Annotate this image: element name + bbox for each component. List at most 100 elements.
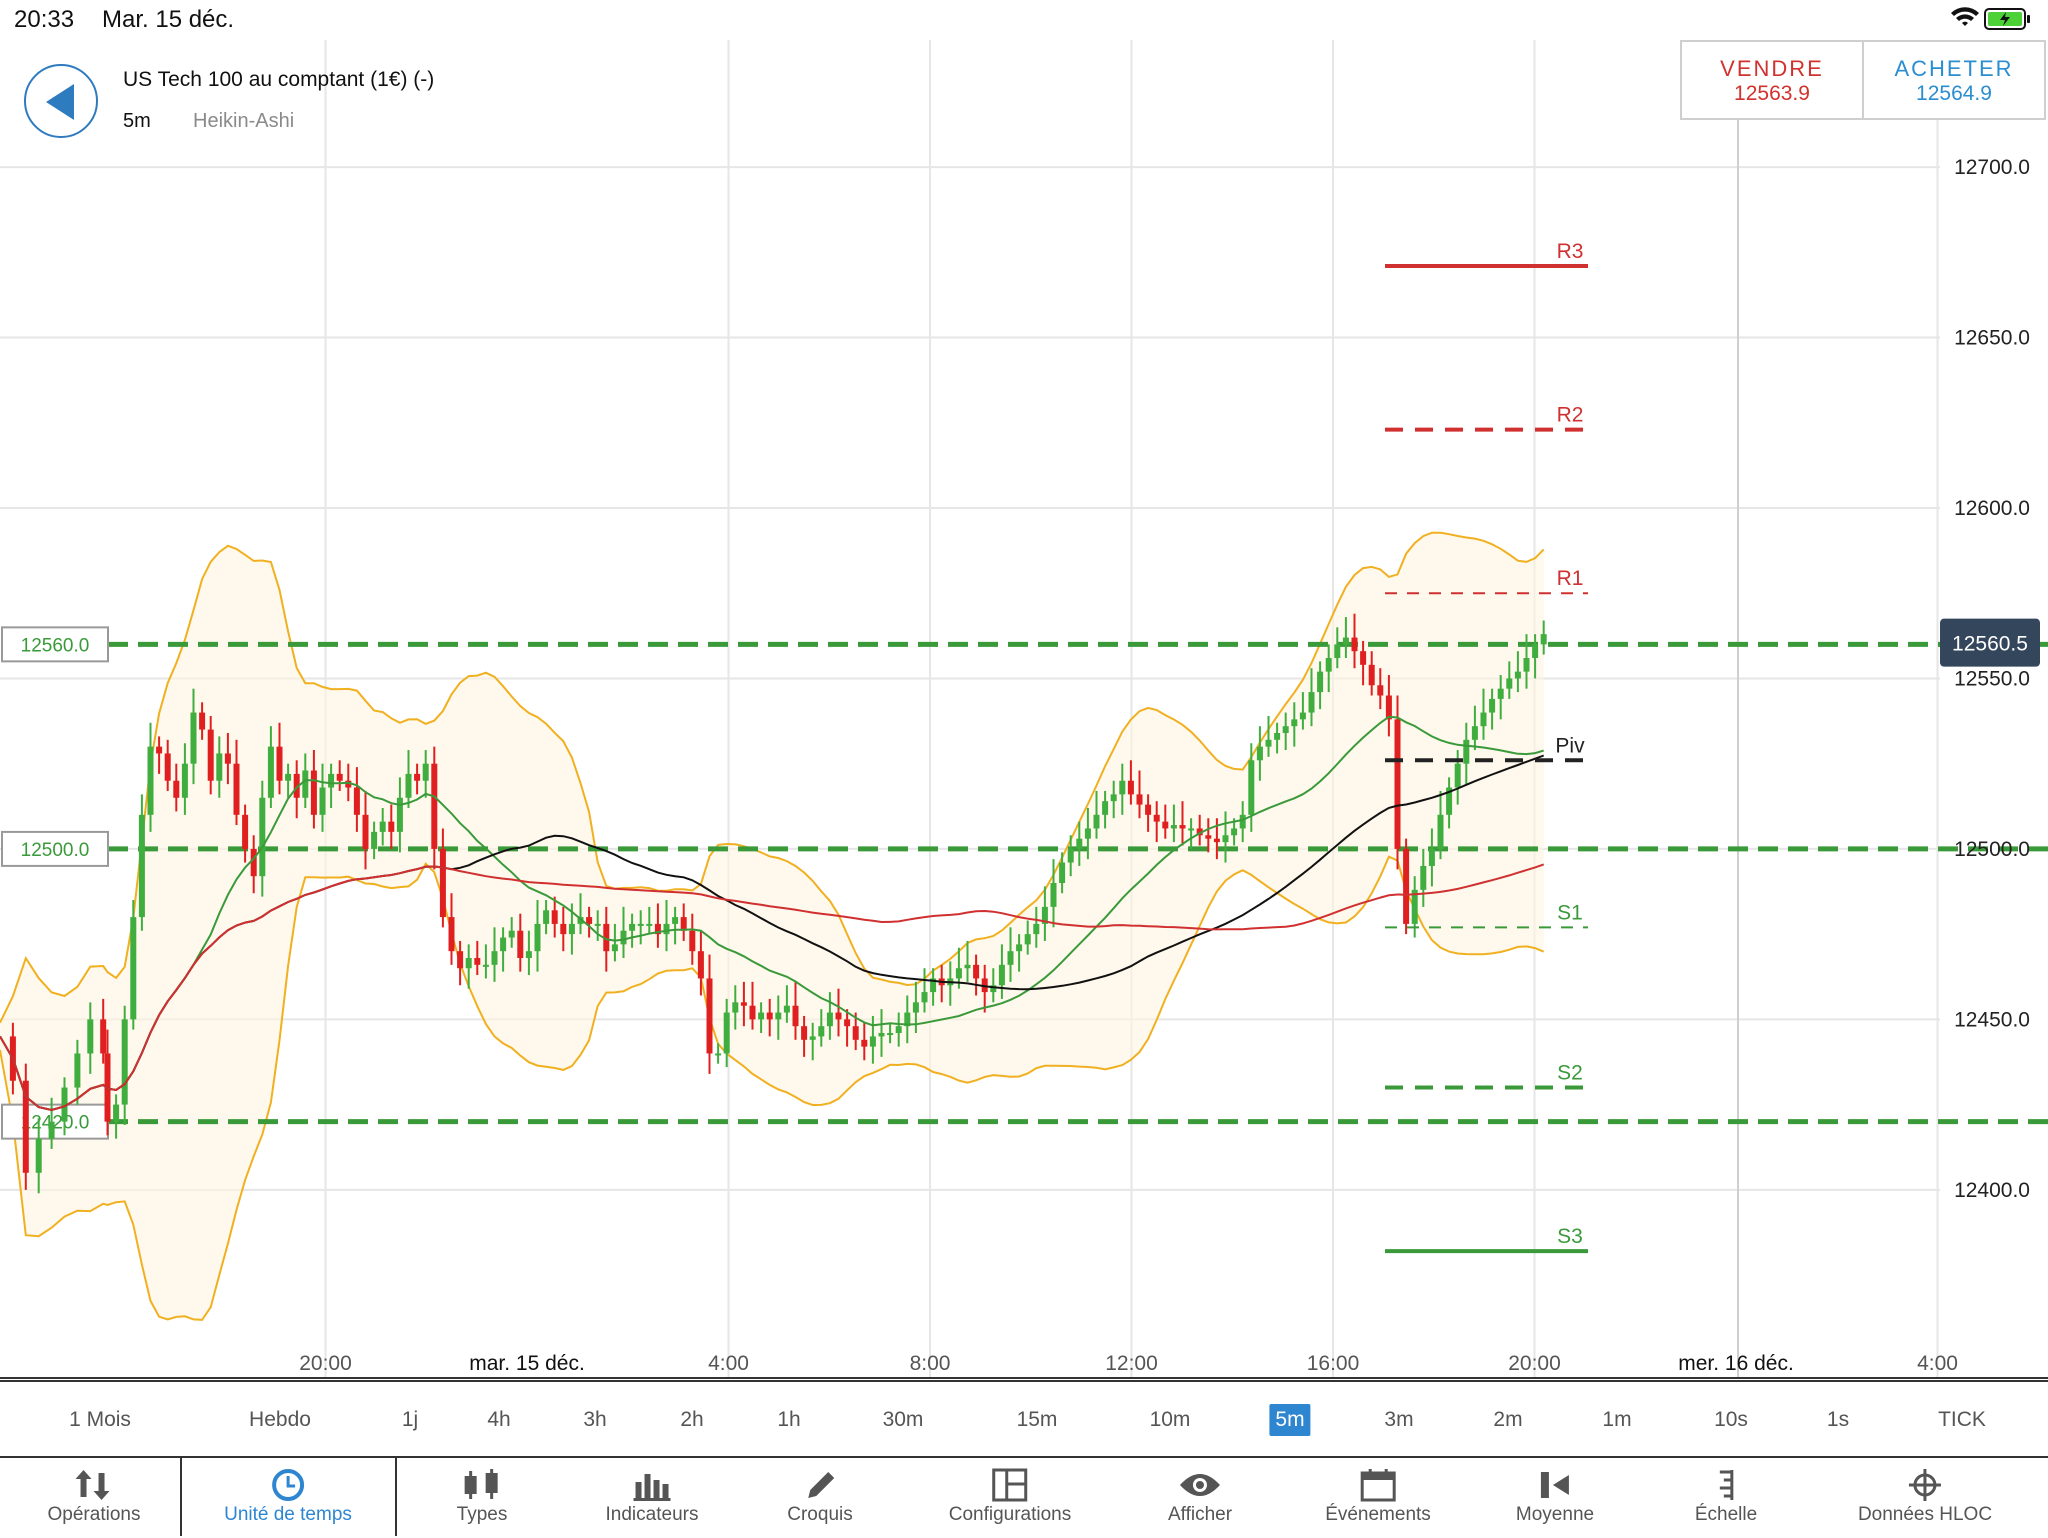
candle-body [1196,828,1203,836]
tf-tick[interactable]: TICK [1938,1408,1986,1431]
candle-body [1231,828,1238,836]
tf-4h[interactable]: 4h [487,1408,511,1431]
sell-label: VENDRE [1720,56,1824,81]
wifi-icon [1951,7,1979,26]
bollinger-upper [0,531,1545,1024]
candle-body [826,1012,833,1027]
tf-hebdo[interactable]: Hebdo [249,1408,311,1431]
candle-body [396,797,403,832]
candle-body [1256,746,1263,761]
tool-donnees-hloc[interactable]: Données HLOC [1858,1458,1992,1538]
candle-body [1420,865,1427,890]
candle-body [207,729,214,781]
ma-green [0,715,1544,1112]
candle-body [998,964,1005,986]
candle-body [560,923,567,935]
tool-echelle[interactable]: Échelle [1695,1458,1757,1538]
candle-body [646,923,653,926]
candle-body [586,917,593,924]
tool-types[interactable]: Types [457,1458,507,1538]
candle-body [1506,678,1513,689]
bollinger-bands [0,531,1545,1321]
candle-body [181,763,188,798]
trade-box: VENDRE 12563.9 ACHETER 12564.9 [1680,40,2046,120]
tf-10m[interactable]: 10m [1149,1408,1191,1431]
candle-body [1360,651,1367,665]
tf-1h[interactable]: 1h [777,1408,801,1431]
tf-1m[interactable]: 1m [1602,1408,1632,1431]
tf-5m[interactable]: 5m [1269,1404,1311,1436]
time-tick: 4:00 [1917,1352,1958,1375]
candle-body [465,958,472,969]
sell-button[interactable]: VENDRE 12563.9 [1682,42,1862,118]
candle-body [1050,883,1057,907]
tool-unite-de-temps-label: Unité de temps [224,1504,352,1525]
tool-evenements[interactable]: Événements [1325,1458,1431,1538]
candle-body [48,1121,55,1139]
time-tick: 20:00 [1508,1352,1561,1375]
time-tick: 20:00 [299,1352,352,1375]
tool-indicateurs[interactable]: Indicateurs [606,1458,698,1538]
candle-body [35,1138,42,1173]
tool-operations[interactable]: Opérations [48,1458,140,1538]
tf-2m[interactable]: 2m [1493,1408,1523,1431]
candle-body [1205,835,1212,839]
candle-body [1480,712,1487,727]
candle-body [895,1026,902,1033]
candle-body [1119,780,1126,795]
back-button[interactable] [24,64,98,138]
candles [9,613,1547,1194]
tf-10s[interactable]: 10s [1714,1408,1748,1431]
candle-body [835,1012,842,1020]
candle-body [844,1019,851,1027]
time-tick: 8:00 [910,1352,951,1375]
toolbar-separator [395,1456,397,1536]
tool-moyenne[interactable]: Moyenne [1516,1458,1594,1538]
price-chart[interactable]: 12560.0 12500.0 12420.0 R3 R2 R1 Piv S1 S2 S3 12… [0,40,2048,1380]
candle-body [1437,814,1444,849]
candle-body [525,951,532,958]
candle-body [87,1019,94,1054]
tf-1-mois[interactable]: 1 Mois [69,1408,131,1431]
candle-body [1110,794,1117,802]
price-axis: 12700.0 12650.0 12600.0 12550.0 12500.0 12450… [1940,156,2040,1202]
candle-body [1471,726,1478,740]
tool-unite-de-temps[interactable]: Unité de temps [224,1458,352,1538]
candle-body [1299,712,1306,720]
tf-1j[interactable]: 1j [401,1408,419,1431]
price-tick: 12650.0 [1954,327,2030,350]
candle-body [1170,825,1177,829]
candle-body [285,773,292,781]
tf-1s[interactable]: 1s [1826,1408,1850,1431]
buy-button[interactable]: ACHETER 12564.9 [1862,42,2044,118]
price-tick: 12450.0 [1954,1008,2030,1031]
tool-echelle-label: Échelle [1694,1504,1758,1525]
tf-3m[interactable]: 3m [1384,1408,1414,1431]
candle-body [1248,760,1255,815]
pivot-label: S3 [1557,1225,1583,1248]
candle-body [534,923,541,952]
tool-afficher[interactable]: Afficher [1168,1458,1232,1538]
candle-body [1411,889,1418,924]
candle-body [672,917,679,924]
price-tick: 12550.0 [1954,667,2030,690]
tf-3h[interactable]: 3h [583,1408,607,1431]
candle-body [543,910,550,924]
tf-2h[interactable]: 2h [680,1408,704,1431]
level-box [1,1103,109,1140]
tool-configurations[interactable]: Configurations [949,1458,1071,1538]
timeframe-bar: 1 Mois Hebdo 1j 4h 3h 2h 1h 30m 15m 10m … [0,1380,2048,1458]
tool-croquis[interactable]: Croquis [787,1458,853,1538]
candle-body [1102,801,1109,815]
candle-body [1282,726,1289,733]
candle-body [1153,814,1160,822]
candle-body [973,964,980,979]
tf-30m[interactable]: 30m [882,1408,924,1431]
candle-body [732,1002,739,1013]
tf-15m[interactable]: 15m [1016,1408,1058,1431]
candle-body [362,814,369,849]
time-tick: 4:00 [708,1352,749,1375]
candle-body [904,1012,911,1027]
status-bar: 20:33 Mar. 15 déc. [0,0,2048,40]
candle-body [930,978,937,993]
